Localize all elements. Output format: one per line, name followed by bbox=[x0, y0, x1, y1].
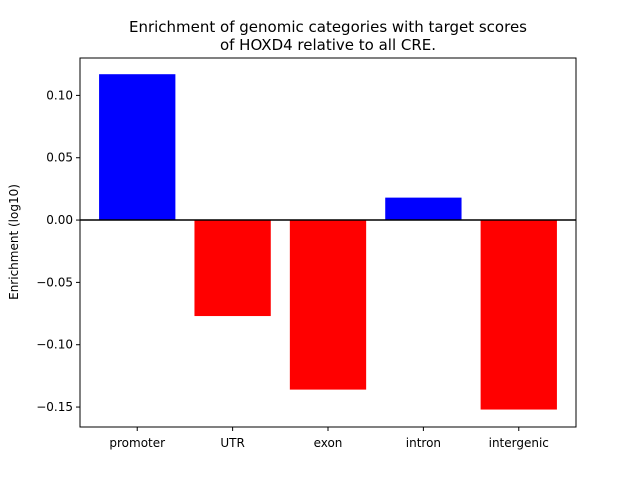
bar-intron bbox=[385, 197, 462, 221]
x-tick-label-intron: intron bbox=[406, 436, 441, 450]
y-tick-label: −0.10 bbox=[36, 338, 73, 352]
chart-title-line-2: of HOXD4 relative to all CRE. bbox=[220, 36, 436, 54]
bar-exon bbox=[289, 220, 367, 390]
x-tick-label-intergenic: intergenic bbox=[489, 436, 549, 450]
y-tick-label: −0.15 bbox=[36, 400, 73, 414]
x-tick-label-exon: exon bbox=[314, 436, 343, 450]
bar-UTR bbox=[194, 220, 271, 317]
y-tick-label: 0.05 bbox=[46, 151, 73, 165]
x-tick-label-UTR: UTR bbox=[220, 436, 244, 450]
bar-promoter bbox=[99, 74, 176, 221]
bars-group bbox=[99, 74, 557, 410]
bar-intergenic bbox=[480, 220, 557, 410]
y-tick-label: 0.10 bbox=[46, 88, 73, 102]
y-axis-ticks: 0.10 0.05 0.00 −0.05 −0.10 −0.15 bbox=[36, 88, 80, 414]
chart-title-line-1: Enrichment of genomic categories with ta… bbox=[129, 18, 527, 36]
y-axis-label: Enrichment (log10) bbox=[7, 184, 21, 300]
y-tick-label: −0.05 bbox=[36, 275, 73, 289]
x-axis-ticks: promoter UTR exon intron intergenic bbox=[109, 427, 549, 450]
y-tick-label: 0.00 bbox=[46, 213, 73, 227]
x-tick-label-promoter: promoter bbox=[109, 436, 165, 450]
